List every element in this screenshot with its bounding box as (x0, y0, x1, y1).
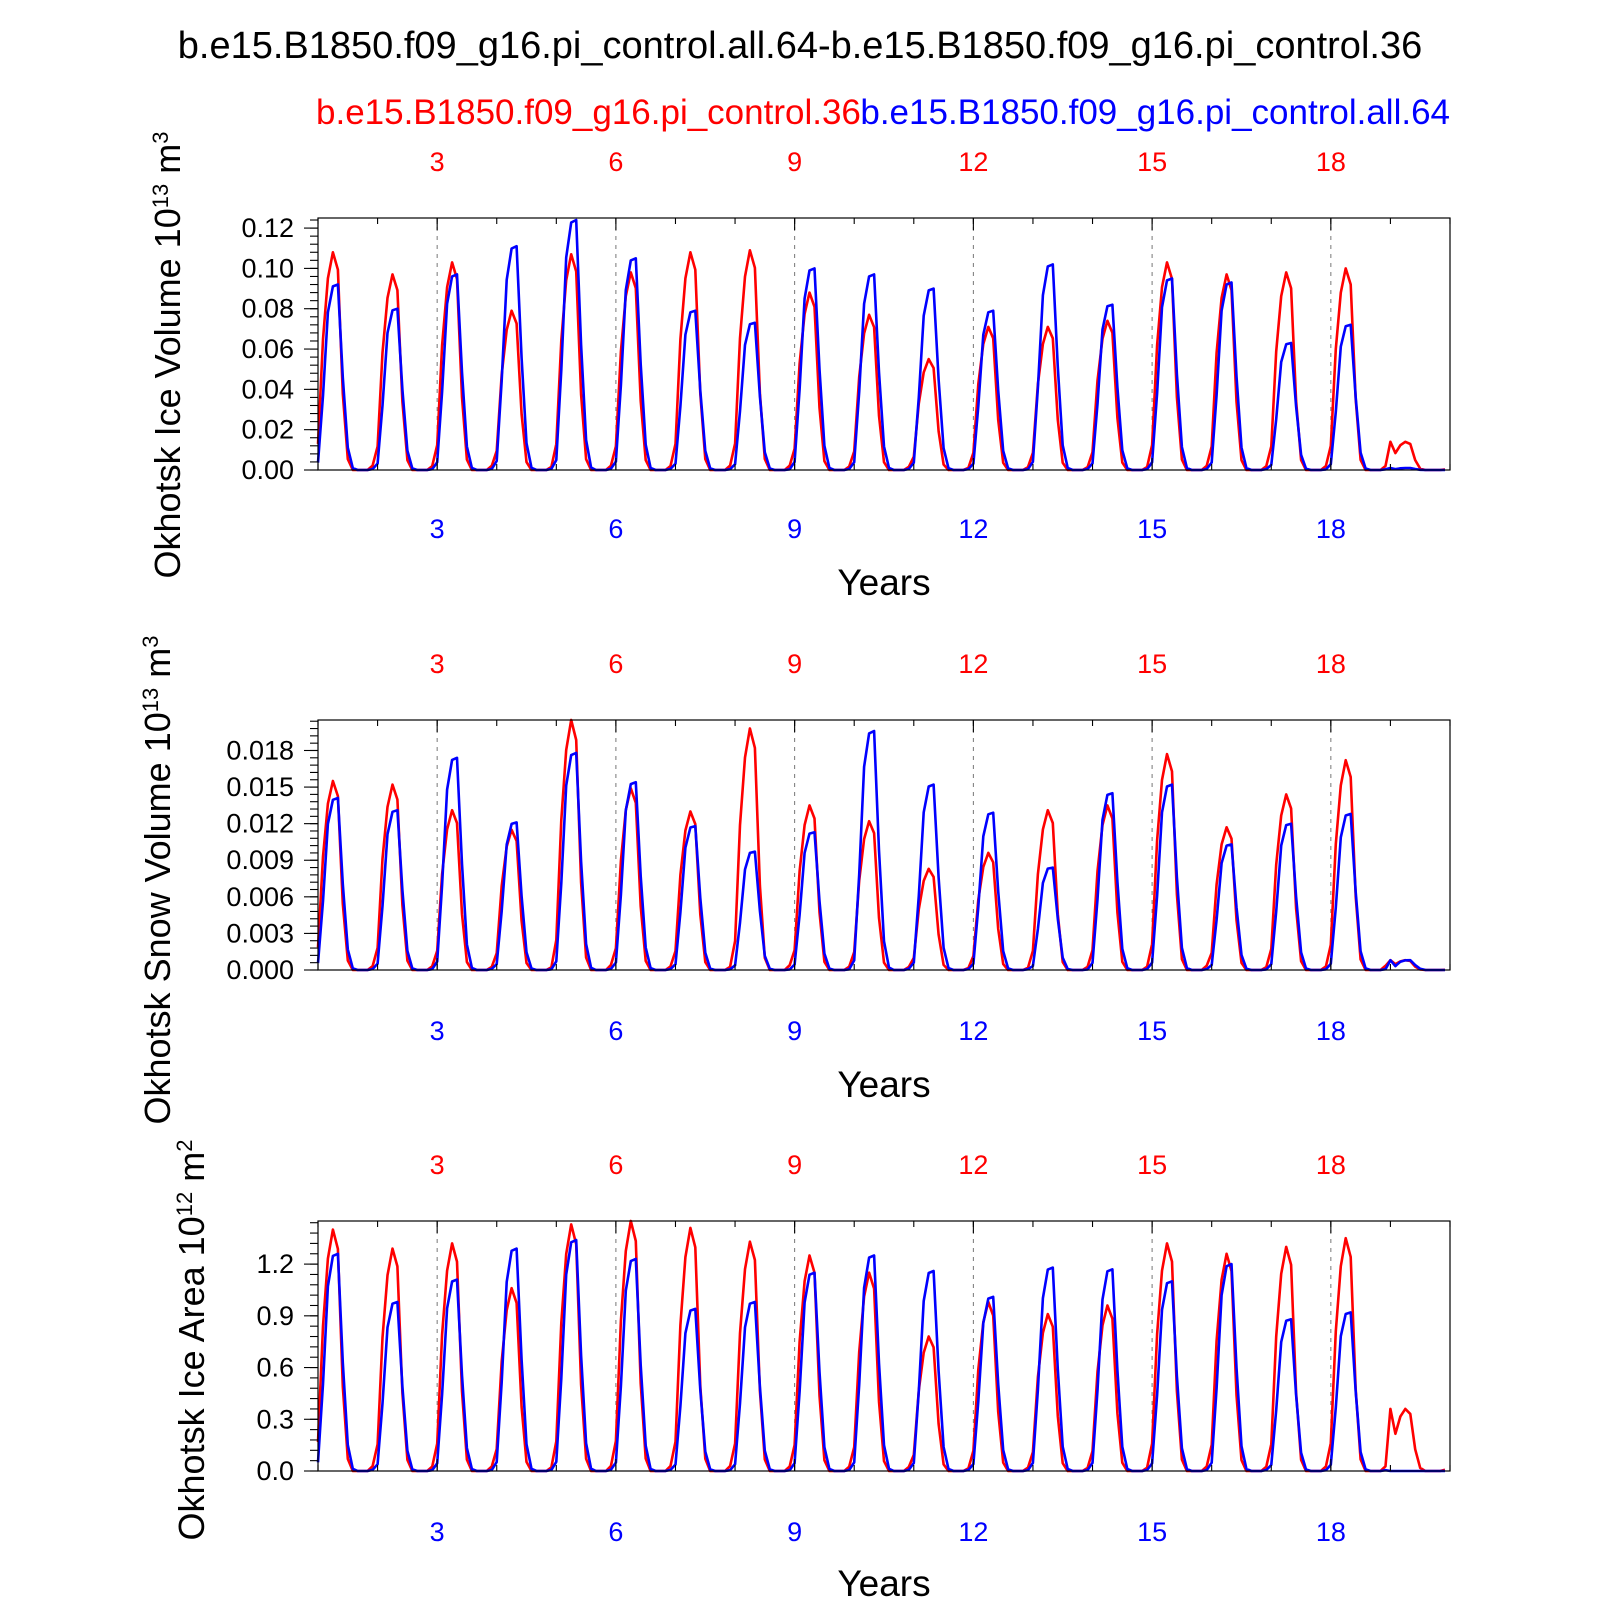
x-tick-label-bottom: 6 (608, 1016, 623, 1046)
y-tick-label: 0.3 (256, 1404, 294, 1434)
x-tick-label-top: 12 (958, 649, 988, 679)
y-tick-label: 0.006 (226, 882, 294, 912)
figure-title: b.e15.B1850.f09_g16.pi_control.all.64-b.… (178, 25, 1422, 67)
x-tick-label-bottom: 12 (958, 1517, 988, 1547)
y-tick-label: 0.04 (241, 374, 294, 404)
y-tick-label: 0.9 (256, 1301, 294, 1331)
x-tick-label-top: 15 (1137, 649, 1167, 679)
ice-area-panel: 3 3 6 6 9 9 12 12 15 15 18 18 0.0 0.3 0.6 0.9 1.2 Years Ok… (171, 1140, 1451, 1600)
y-tick-label: 0.000 (226, 955, 294, 985)
plot-frame (317, 719, 1451, 971)
x-tick-label-bottom: 9 (787, 1517, 802, 1547)
y-tick-label: 0.02 (241, 415, 294, 445)
y-tick-label: 0.012 (226, 809, 294, 839)
x-tick-label-bottom: 18 (1316, 1517, 1346, 1547)
y-tick-label: 0.018 (226, 735, 294, 765)
legend-blue-label: b.e15.B1850.f09_g16.pi_control.all.64 (860, 93, 1450, 132)
y-tick-label: 0.00 (241, 455, 294, 485)
snow-volume-panel: 3 3 6 6 9 9 12 12 15 15 18 18 0.000 0.003 0.006 0.009 0.… (137, 636, 1451, 1125)
y-axis-label: Okhotsk Ice Volume 1013 m3 (147, 132, 188, 579)
y-tick-label: 0.0 (256, 1456, 294, 1486)
x-tick-label-top: 18 (1316, 649, 1346, 679)
x-tick-label-top: 12 (958, 1150, 988, 1180)
x-tick-label-top: 9 (787, 147, 802, 177)
red-series-line (316, 1219, 1446, 1473)
x-tick-label-top: 6 (608, 1150, 623, 1180)
x-tick-label-bottom: 6 (608, 514, 623, 544)
y-tick-label: 0.6 (256, 1353, 294, 1383)
plot-frame (317, 217, 1451, 471)
y-tick-label: 0.08 (241, 294, 294, 324)
x-tick-label-bottom: 12 (958, 514, 988, 544)
y-tick-label: 0.009 (226, 845, 294, 875)
plot-frame (317, 1220, 1451, 1472)
y-tick-label: 0.015 (226, 772, 294, 802)
x-axis-label: Years (837, 1064, 930, 1105)
x-tick-label-top: 9 (787, 1150, 802, 1180)
x-tick-label-top: 3 (430, 649, 445, 679)
x-tick-label-bottom: 3 (430, 1016, 445, 1046)
x-axis-label: Years (837, 562, 930, 603)
x-tick-label-top: 15 (1137, 1150, 1167, 1180)
x-tick-label-bottom: 3 (430, 1517, 445, 1547)
x-tick-label-bottom: 18 (1316, 514, 1346, 544)
ice-volume-panel: 3 3 6 6 9 9 12 12 15 15 18 18 0.00 0.02 0.04 0.06 0.08 0.… (147, 132, 1451, 603)
legend-red-label: b.e15.B1850.f09_g16.pi_control.36 (316, 93, 861, 132)
x-tick-label-top: 12 (958, 147, 988, 177)
x-tick-label-top: 9 (787, 649, 802, 679)
x-tick-label-bottom: 15 (1137, 1517, 1167, 1547)
y-tick-label: 0.003 (226, 918, 294, 948)
x-tick-label-top: 15 (1137, 147, 1167, 177)
x-tick-label-top: 3 (430, 147, 445, 177)
y-tick-label: 0.06 (241, 334, 294, 364)
x-tick-label-bottom: 3 (430, 514, 445, 544)
x-tick-label-bottom: 9 (787, 1016, 802, 1046)
x-tick-label-bottom: 18 (1316, 1016, 1346, 1046)
x-tick-label-top: 18 (1316, 1150, 1346, 1180)
x-tick-label-bottom: 6 (608, 1517, 623, 1547)
x-tick-label-bottom: 15 (1137, 1016, 1167, 1046)
x-tick-label-bottom: 9 (787, 514, 802, 544)
y-tick-label: 0.10 (241, 253, 294, 283)
y-axis-label: Okhotsk Ice Area 1012 m2 (171, 1140, 212, 1541)
red-series-line (316, 718, 1446, 972)
x-tick-label-bottom: 12 (958, 1016, 988, 1046)
y-tick-label: 0.12 (241, 213, 294, 243)
y-tick-label: 1.2 (256, 1249, 294, 1279)
red-series-line (316, 249, 1446, 472)
x-tick-label-top: 3 (430, 1150, 445, 1180)
x-tick-label-bottom: 15 (1137, 514, 1167, 544)
x-tick-label-top: 6 (608, 147, 623, 177)
x-tick-label-top: 6 (608, 649, 623, 679)
y-axis-label: Okhotsk Snow Volume 1013 m3 (137, 636, 178, 1125)
x-axis-label: Years (837, 1563, 930, 1600)
x-tick-label-top: 18 (1316, 147, 1346, 177)
